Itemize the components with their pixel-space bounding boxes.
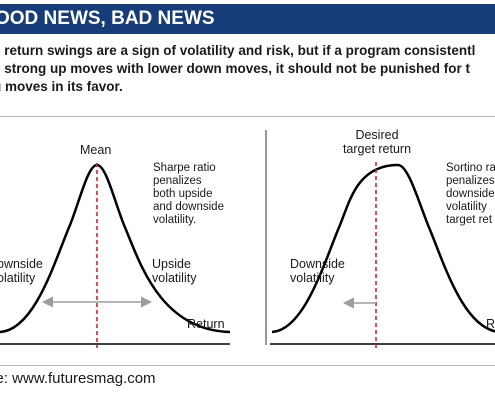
- label-line: target return: [342, 142, 412, 156]
- label-line: Desired: [355, 128, 399, 142]
- intro-line: e return swings are a sign of volatility…: [0, 43, 476, 58]
- note-line: Sortino ra: [446, 162, 495, 174]
- label-line: volatility: [152, 271, 197, 285]
- mean-label: Mean: [80, 143, 112, 157]
- intro-line: s strong up moves with lower down moves,…: [0, 61, 471, 76]
- diagram-frame: [0, 116, 495, 366]
- right-downside-label: Downside volatility: [290, 257, 345, 285]
- right-return-label: R: [486, 317, 495, 331]
- intro-line: g moves in its favor.: [0, 79, 123, 94]
- page-title: OOD NEWS, BAD NEWS: [0, 8, 215, 29]
- left-return-label: Return: [187, 317, 225, 331]
- note-line: volatility.: [153, 214, 197, 226]
- note-line: Sharpe ratio: [153, 162, 216, 174]
- sharpe-note: Sharpe ratio penalizes both upside and d…: [153, 162, 224, 227]
- title-bar: OOD NEWS, BAD NEWS: [0, 4, 495, 34]
- label-line: ownside: [0, 257, 43, 271]
- label-line: Upside: [152, 257, 191, 271]
- note-line: volatility: [446, 201, 487, 213]
- note-line: penalizes: [446, 175, 495, 187]
- target-return-label: Desired target return: [328, 128, 426, 156]
- label-line: olatility: [0, 271, 36, 285]
- note-line: target ret: [446, 214, 493, 226]
- note-line: penalizes: [153, 175, 202, 187]
- sortino-note: Sortino ra penalizes downside volatility…: [446, 162, 495, 227]
- note-line: and downside: [153, 201, 224, 213]
- right-bell-curve: [271, 163, 495, 334]
- label-line: Downside: [290, 257, 345, 271]
- upside-label: Upside volatility: [152, 257, 196, 285]
- intro-text: e return swings are a sign of volatility…: [0, 42, 495, 96]
- note-line: both upside: [153, 188, 213, 200]
- left-downside-label: ownside olatility: [0, 257, 43, 285]
- source-credit: ce: www.futuresmag.com: [0, 370, 156, 387]
- label-line: volatility: [290, 271, 335, 285]
- note-line: downside: [446, 188, 495, 200]
